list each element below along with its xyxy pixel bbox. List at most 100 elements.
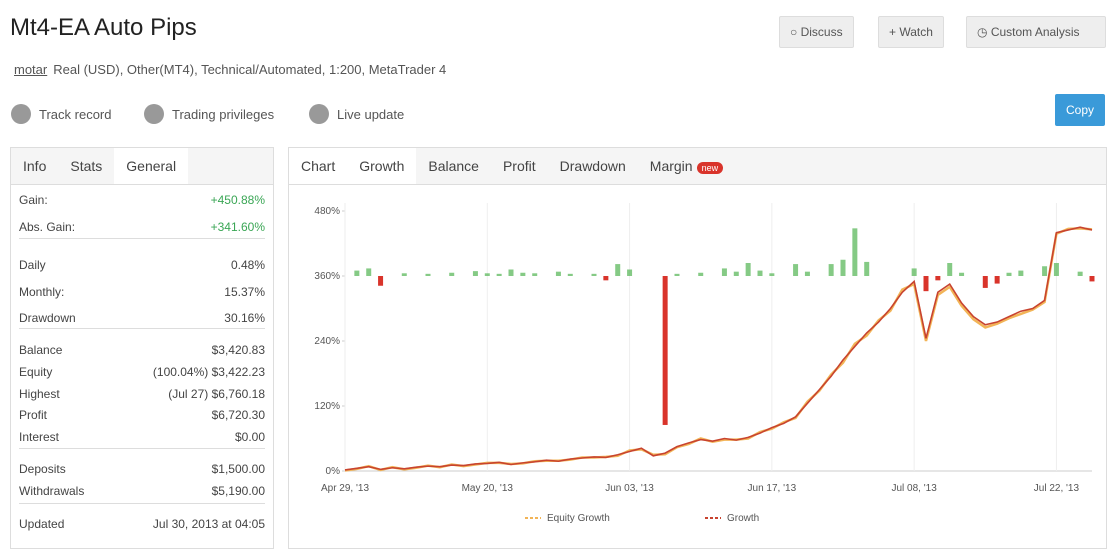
bar bbox=[864, 261, 870, 276]
bar bbox=[567, 273, 573, 276]
subtitle-line: motar Real (USD), Other(MT4), Technical/A… bbox=[14, 62, 446, 77]
bar bbox=[923, 276, 929, 292]
bar bbox=[1077, 271, 1083, 276]
stat-value: 0.48% bbox=[230, 258, 265, 272]
bar bbox=[959, 272, 965, 276]
bar bbox=[911, 268, 917, 276]
bar bbox=[745, 263, 751, 276]
bar bbox=[733, 271, 739, 276]
tab[interactable]: Chart bbox=[289, 148, 348, 184]
bar bbox=[508, 269, 514, 276]
stat-row: Highest (Jul 27) $6,760.18 bbox=[19, 387, 265, 401]
y-tick-label: 120% bbox=[314, 401, 340, 412]
tab[interactable]: Balance bbox=[428, 158, 479, 174]
stat-value: 15.37% bbox=[224, 285, 265, 299]
label: Custom Analysis bbox=[990, 25, 1080, 39]
tabs: Info Stats General bbox=[11, 148, 273, 185]
stat-row: Withdrawals $5,190.00 bbox=[19, 484, 265, 498]
label: Watch bbox=[899, 25, 933, 39]
tab[interactable]: Profit bbox=[502, 158, 536, 174]
stat-label: Profit bbox=[19, 408, 48, 422]
bar bbox=[852, 228, 858, 276]
stat-value: $0.00 bbox=[234, 430, 265, 444]
bar bbox=[1053, 263, 1059, 276]
x-tick-label: Apr 29, '13 bbox=[321, 483, 369, 494]
owner-link[interactable]: motar bbox=[14, 62, 48, 77]
bar bbox=[1089, 276, 1095, 282]
tabs: Chart Growth Balance Profit Drawdown Margin ne… bbox=[289, 148, 1106, 185]
stat-value: (100.04%) $3,422.23 bbox=[152, 365, 265, 379]
bar bbox=[615, 264, 621, 276]
copy-button[interactable]: Copy bbox=[1055, 94, 1105, 126]
separator bbox=[19, 503, 265, 504]
stat-label: Balance bbox=[19, 343, 63, 357]
x-tick-label: Jul 08, '13 bbox=[892, 483, 938, 494]
stat-row: Updated Jul 30, 2013 at 04:05 bbox=[19, 517, 265, 531]
bar bbox=[532, 273, 538, 276]
bar bbox=[982, 276, 988, 288]
x-tick-label: Jul 22, '13 bbox=[1034, 483, 1080, 494]
tab[interactable]: Margin new bbox=[638, 148, 735, 184]
analysis-button[interactable]: ◷ Custom Analysis bbox=[966, 16, 1106, 48]
tab[interactable]: General bbox=[114, 148, 189, 184]
y-tick-label: 360% bbox=[314, 271, 340, 282]
stat-label: Withdrawals bbox=[19, 484, 85, 498]
separator bbox=[19, 328, 265, 329]
bar bbox=[366, 268, 372, 276]
bar bbox=[425, 273, 431, 276]
bar bbox=[793, 264, 799, 276]
label: Discuss bbox=[800, 25, 843, 39]
bar bbox=[603, 276, 609, 281]
legend-label: Growth bbox=[727, 513, 759, 524]
stat-value: 30.16% bbox=[224, 311, 265, 325]
separator bbox=[19, 448, 265, 449]
stat-label: Abs. Gain: bbox=[19, 220, 76, 234]
stat-value: (Jul 27) $6,760.18 bbox=[168, 387, 265, 401]
stat-label: Updated bbox=[19, 517, 65, 531]
badge-label: Live update bbox=[337, 106, 405, 122]
stat-value: $3,420.83 bbox=[211, 343, 265, 357]
bar bbox=[804, 271, 810, 276]
bar bbox=[555, 271, 561, 276]
bar bbox=[496, 273, 502, 276]
bar bbox=[662, 276, 668, 425]
bar bbox=[520, 272, 526, 276]
bar bbox=[401, 273, 407, 276]
stat-label: Drawdown bbox=[19, 311, 76, 325]
bar bbox=[828, 264, 834, 276]
bar bbox=[354, 270, 360, 276]
watch-button[interactable]: + Watch bbox=[878, 16, 944, 48]
discuss-button[interactable]: ○ Discuss bbox=[779, 16, 854, 48]
tab[interactable]: Info bbox=[23, 158, 47, 174]
stat-value: $1,500.00 bbox=[211, 462, 265, 476]
stat-value: $6,720.30 bbox=[211, 408, 265, 422]
bar bbox=[674, 273, 680, 276]
y-tick-label: 240% bbox=[314, 336, 340, 347]
tab[interactable]: Stats bbox=[70, 158, 103, 174]
line bbox=[344, 226, 1093, 471]
stat-row: Monthly: 15.37% bbox=[19, 285, 265, 299]
line bbox=[344, 227, 1093, 472]
stat-label: Daily bbox=[19, 258, 46, 272]
title: Mt4-EA Auto Pips bbox=[10, 14, 197, 41]
badge-label: Trading privileges bbox=[172, 106, 275, 122]
stat-label: Interest bbox=[19, 430, 60, 444]
x-tick-label: Jun 03, '13 bbox=[605, 483, 654, 494]
stat-row: Balance $3,420.83 bbox=[19, 343, 265, 357]
bar bbox=[757, 270, 763, 276]
stat-row: Interest $0.00 bbox=[19, 430, 265, 444]
bar bbox=[1018, 270, 1024, 276]
stat-value: Jul 30, 2013 at 04:05 bbox=[152, 517, 265, 531]
bar bbox=[484, 273, 490, 276]
stat-row: Deposits $1,500.00 bbox=[19, 462, 265, 476]
bar bbox=[698, 272, 704, 276]
stat-row: Daily 0.48% bbox=[19, 258, 265, 272]
legend-label: Equity Growth bbox=[547, 513, 610, 524]
y-tick-label: 480% bbox=[314, 206, 340, 217]
tab[interactable]: Drawdown bbox=[559, 158, 626, 174]
stat-row: Gain: +450.88% bbox=[19, 193, 265, 207]
new-badge: new bbox=[696, 162, 724, 174]
tab[interactable]: Growth bbox=[347, 148, 417, 184]
stat-label: Gain: bbox=[19, 193, 48, 207]
